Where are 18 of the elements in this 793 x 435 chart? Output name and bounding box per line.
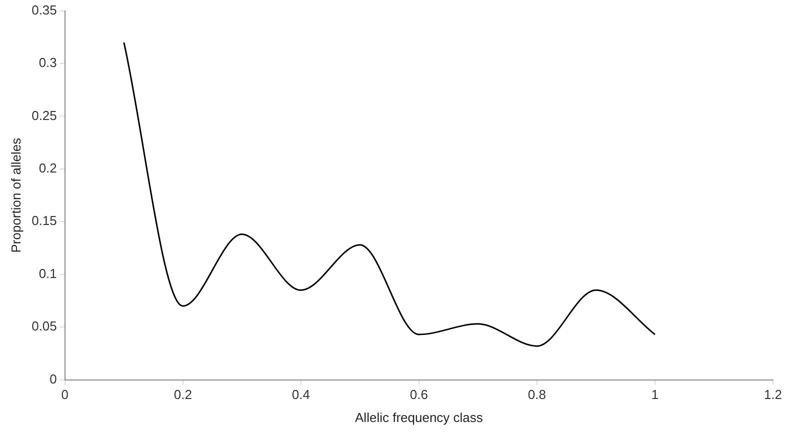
x-tick-label: 1.2 bbox=[764, 387, 782, 402]
line-series bbox=[123, 42, 656, 347]
y-tick-label: 0.3 bbox=[38, 55, 57, 70]
y-tick-label: 0.1 bbox=[38, 266, 57, 281]
x-axis-title: Allelic frequency class bbox=[355, 410, 484, 425]
x-tick-label: 0.8 bbox=[528, 387, 546, 402]
x-tick-label: 1 bbox=[651, 387, 659, 402]
x-tick-label: 0 bbox=[61, 387, 69, 402]
y-tick-label: 0.15 bbox=[32, 213, 57, 228]
y-tick-label: 0.2 bbox=[38, 160, 57, 176]
x-tick-label: 0.6 bbox=[410, 387, 428, 402]
y-axis-title: Proportion of alleles bbox=[8, 137, 24, 253]
x-tick-label: 0.2 bbox=[174, 387, 192, 402]
x-tick-label: 0.4 bbox=[292, 387, 310, 402]
y-tick-label: 0.35 bbox=[32, 2, 57, 18]
y-tick-label: 0.25 bbox=[32, 108, 57, 123]
y-tick-label: 0.05 bbox=[32, 318, 57, 334]
y-tick-label: 0 bbox=[50, 371, 57, 386]
